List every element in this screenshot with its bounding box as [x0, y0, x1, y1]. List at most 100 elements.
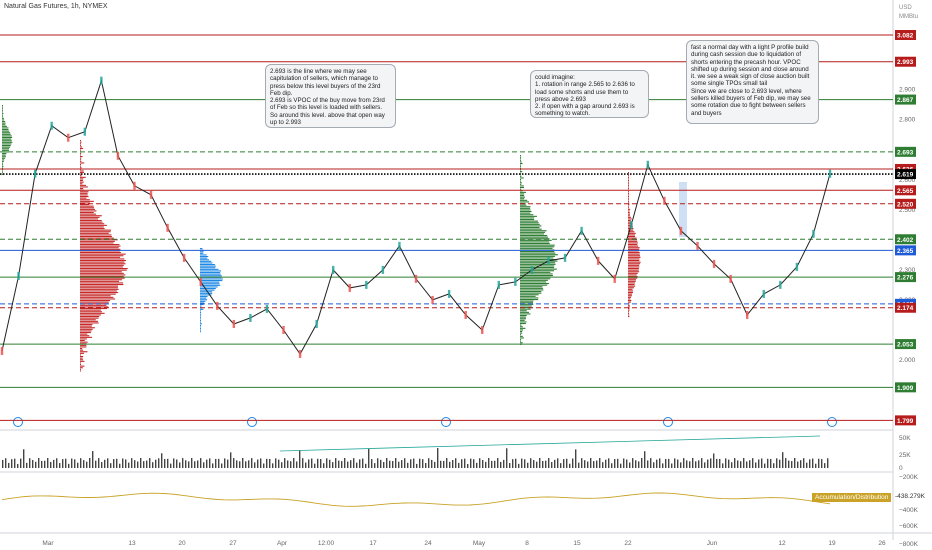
volume-bar: [62, 459, 64, 468]
profile-bar: [2, 116, 4, 118]
profile-bar: [2, 117, 4, 119]
profile-bar: [628, 250, 639, 252]
volume-bar: [176, 459, 178, 468]
volume-bar: [245, 461, 247, 468]
profile-bar: [628, 263, 641, 265]
highlight-box: [679, 182, 687, 237]
profile-bar: [520, 251, 555, 253]
profile-bar: [200, 270, 222, 272]
volume-bar: [5, 458, 7, 468]
profile-bar: [628, 268, 639, 270]
profile-bar: [80, 236, 112, 238]
volume-bar: [407, 462, 409, 468]
volume-bar: [320, 459, 322, 468]
profile-bar: [80, 303, 109, 305]
volume-bar: [608, 458, 610, 468]
profile-bar: [2, 148, 10, 150]
y-tick-label: 2.500: [899, 207, 916, 214]
profile-bar: [628, 200, 629, 202]
profile-bar: [628, 308, 630, 310]
profile-bar: [200, 324, 201, 326]
profile-bar: [520, 188, 521, 190]
volume-bar: [305, 462, 307, 468]
profile-bar: [200, 294, 212, 296]
profile-bar: [80, 212, 94, 214]
volume-bar: [110, 463, 112, 468]
volume-bar: [437, 448, 439, 468]
y-tick-label: 2.800: [899, 117, 916, 124]
volume-bar: [551, 462, 553, 468]
profile-bar: [520, 201, 530, 203]
profile-bar: [520, 303, 534, 305]
annotation-note-2[interactable]: could imagine: 1. rotation in range 2.56…: [530, 70, 649, 118]
profile-bar: [628, 181, 629, 183]
volume-bar: [155, 459, 157, 468]
volume-bar: [185, 460, 187, 468]
profile-bar: [520, 211, 532, 213]
profile-bar: [2, 167, 3, 169]
profile-bar: [628, 306, 630, 308]
price-point: [381, 265, 385, 274]
profile-bar: [2, 114, 3, 116]
x-tick-label: Mar: [42, 540, 54, 547]
price-point: [431, 295, 434, 304]
annotation-note-1[interactable]: 2.693 is the line where we may see capit…: [265, 64, 396, 128]
volume-bar: [209, 458, 211, 468]
volume-bar: [596, 460, 598, 468]
indicator-name-badge: Accumulation/Distribution: [812, 493, 892, 502]
volume-profile-1: [80, 140, 128, 372]
profile-bar: [520, 260, 558, 262]
volume-bar: [392, 460, 394, 468]
profile-bar: [520, 215, 537, 217]
volume-bar: [635, 460, 637, 468]
profile-bar: [520, 300, 534, 302]
volume-bar: [731, 462, 733, 468]
profile-bar: [520, 164, 521, 166]
profile-bar: [80, 336, 93, 338]
volume-bar: [509, 463, 511, 468]
profile-bar: [520, 207, 531, 209]
x-tick-label: 20: [178, 540, 186, 547]
volume-profiles: [2, 105, 687, 372]
profile-bar: [80, 140, 81, 142]
volume-bar: [614, 458, 616, 468]
profile-bar: [80, 204, 90, 206]
profile-bar: [520, 172, 522, 174]
x-tick-label: 26: [878, 540, 886, 547]
volume-bar: [254, 462, 256, 468]
profile-bar: [628, 192, 629, 194]
volume-bar: [641, 458, 643, 468]
profile-bar: [200, 305, 202, 307]
price-point: [828, 169, 832, 178]
volume-bar: [302, 458, 304, 468]
volume-bar: [389, 460, 391, 468]
profile-bar: [520, 270, 555, 272]
profile-bar: [520, 195, 525, 197]
volume-bar: [284, 458, 286, 468]
volume-bar: [98, 458, 100, 468]
volume-bar: [170, 463, 172, 468]
volume-tick-label: 50K: [899, 435, 911, 442]
volume-bar: [491, 460, 493, 468]
profile-bar: [520, 283, 550, 285]
price-point: [663, 196, 666, 205]
profile-bar: [80, 164, 81, 166]
profile-bar: [80, 218, 99, 220]
profile-bar: [200, 316, 201, 318]
profile-bar: [80, 178, 84, 180]
profile-bar: [200, 304, 204, 306]
profile-bar: [80, 340, 85, 342]
level-label: 1.909: [897, 385, 914, 392]
x-tick-label: 19: [828, 540, 836, 547]
profile-bar: [520, 209, 531, 211]
x-tick-label: 27: [229, 540, 237, 547]
profile-bar: [2, 138, 12, 140]
profile-bar: [520, 236, 548, 238]
profile-bar: [200, 292, 213, 294]
volume-bar: [50, 461, 52, 468]
profile-bar: [520, 243, 550, 245]
annotation-note-3[interactable]: fast a normal day with a light P profile…: [686, 40, 819, 124]
profile-bar: [520, 185, 524, 187]
price-point: [100, 76, 103, 85]
